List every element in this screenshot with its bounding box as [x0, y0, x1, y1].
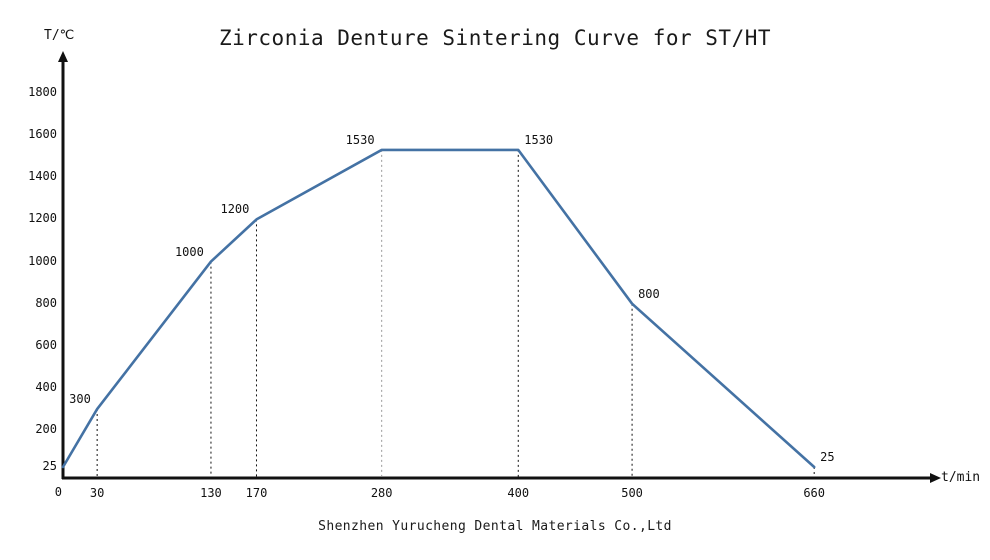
y-tick-label: 800 [35, 295, 57, 310]
chart-title: Zirconia Denture Sintering Curve for ST/… [218, 26, 771, 50]
y-tick-label: 600 [35, 337, 57, 352]
x-tick-label: 170 [245, 486, 268, 500]
y-tick-label: 25 [42, 459, 57, 473]
x-tick-label: 660 [803, 486, 826, 500]
y-tick-label: 1600 [28, 127, 57, 142]
point-value-label: 1000 [174, 244, 204, 259]
point-value-label: 300 [69, 392, 91, 407]
x-tick-label: 500 [621, 486, 643, 500]
y-axis-label: T/℃ [44, 28, 75, 43]
y-tick-label: 1000 [28, 253, 57, 268]
point-value-label: 25 [820, 450, 835, 464]
y-axis-arrow-icon [58, 51, 68, 62]
point-value-label: 1530 [524, 132, 554, 147]
y-tick-label: 200 [35, 422, 57, 437]
y-tick-label: 1800 [28, 85, 57, 99]
y-tick-label: 400 [35, 379, 57, 394]
x-tick-label: 130 [200, 486, 222, 500]
guide-lines-group [96, 149, 815, 478]
temperature-curve [61, 148, 816, 469]
y-tick-label: 1200 [28, 211, 57, 226]
x-tick-label: 30 [89, 486, 105, 500]
data-series-group [61, 148, 816, 469]
company-footer: Shenzhen Yurucheng Dental Materials Co.,… [318, 519, 672, 534]
y-tick-label: 0 [54, 485, 62, 499]
point-value-label: 800 [638, 286, 660, 301]
point-value-label: 1200 [220, 202, 250, 217]
axes-group [58, 51, 941, 483]
y-tick-label: 1400 [28, 169, 57, 184]
x-tick-label: 400 [507, 486, 530, 500]
x-axis-arrow-icon [930, 473, 941, 483]
point-value-label: 1530 [345, 132, 375, 147]
x-tick-label: 280 [370, 486, 393, 500]
x-axis-label: t/min [941, 470, 981, 485]
